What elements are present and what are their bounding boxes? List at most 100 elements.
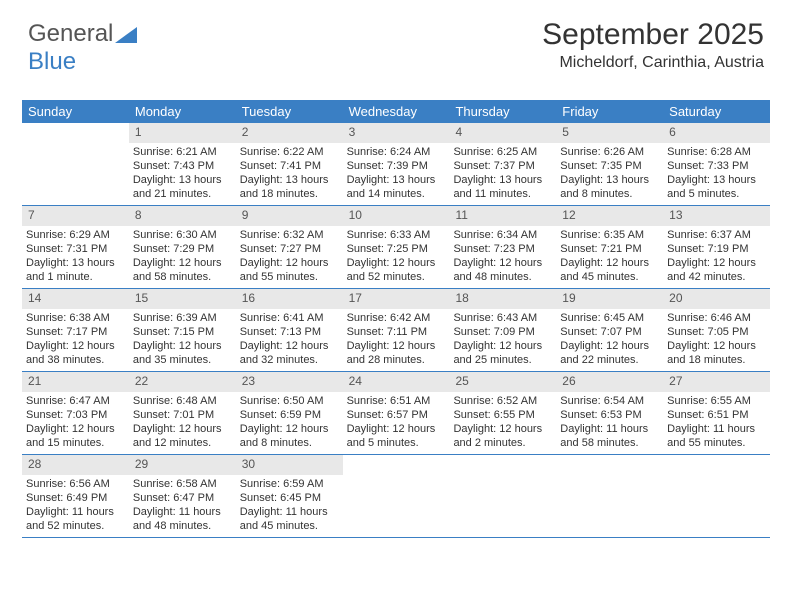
day-line-sunrise: Sunrise: 6:52 AM [453,394,552,408]
day-line-sunrise: Sunrise: 6:54 AM [560,394,659,408]
day-number: 20 [663,289,770,309]
day-line-sunrise: Sunrise: 6:37 AM [667,228,766,242]
day-line-sunset: Sunset: 7:43 PM [133,159,232,173]
day-cell: 25Sunrise: 6:52 AMSunset: 6:55 PMDayligh… [449,372,556,454]
day-line-day1: Daylight: 12 hours [133,339,232,353]
location-text: Micheldorf, Carinthia, Austria [542,54,764,72]
day-line-day1: Daylight: 13 hours [26,256,125,270]
day-content: Sunrise: 6:56 AMSunset: 6:49 PMDaylight:… [22,477,129,536]
day-number: 30 [236,455,343,475]
day-cell [22,123,129,205]
weekday-header-cell: Monday [129,100,236,123]
day-number: 28 [22,455,129,475]
day-line-sunrise: Sunrise: 6:29 AM [26,228,125,242]
day-cell: 26Sunrise: 6:54 AMSunset: 6:53 PMDayligh… [556,372,663,454]
day-cell: 27Sunrise: 6:55 AMSunset: 6:51 PMDayligh… [663,372,770,454]
day-cell: 15Sunrise: 6:39 AMSunset: 7:15 PMDayligh… [129,289,236,371]
day-content: Sunrise: 6:43 AMSunset: 7:09 PMDaylight:… [449,311,556,370]
day-number: 16 [236,289,343,309]
day-content: Sunrise: 6:22 AMSunset: 7:41 PMDaylight:… [236,145,343,204]
day-content: Sunrise: 6:58 AMSunset: 6:47 PMDaylight:… [129,477,236,536]
day-line-day2: and 18 minutes. [240,187,339,201]
day-line-day1: Daylight: 11 hours [240,505,339,519]
day-number: 3 [343,123,450,143]
day-content: Sunrise: 6:34 AMSunset: 7:23 PMDaylight:… [449,228,556,287]
logo-triangle-icon [115,27,137,43]
day-content: Sunrise: 6:48 AMSunset: 7:01 PMDaylight:… [129,394,236,453]
day-line-day1: Daylight: 12 hours [453,339,552,353]
day-cell: 14Sunrise: 6:38 AMSunset: 7:17 PMDayligh… [22,289,129,371]
weekday-header-cell: Saturday [663,100,770,123]
day-cell: 18Sunrise: 6:43 AMSunset: 7:09 PMDayligh… [449,289,556,371]
day-line-sunset: Sunset: 6:53 PM [560,408,659,422]
day-cell: 13Sunrise: 6:37 AMSunset: 7:19 PMDayligh… [663,206,770,288]
week-row: 1Sunrise: 6:21 AMSunset: 7:43 PMDaylight… [22,123,770,206]
day-cell: 19Sunrise: 6:45 AMSunset: 7:07 PMDayligh… [556,289,663,371]
day-line-sunset: Sunset: 7:31 PM [26,242,125,256]
day-line-sunrise: Sunrise: 6:51 AM [347,394,446,408]
day-cell: 20Sunrise: 6:46 AMSunset: 7:05 PMDayligh… [663,289,770,371]
day-line-sunrise: Sunrise: 6:33 AM [347,228,446,242]
day-number: 18 [449,289,556,309]
day-line-day2: and 18 minutes. [667,353,766,367]
day-line-day2: and 11 minutes. [453,187,552,201]
day-line-sunrise: Sunrise: 6:55 AM [667,394,766,408]
day-line-sunrise: Sunrise: 6:21 AM [133,145,232,159]
day-line-day2: and 48 minutes. [133,519,232,533]
day-line-day2: and 22 minutes. [560,353,659,367]
day-line-day2: and 42 minutes. [667,270,766,284]
day-line-sunrise: Sunrise: 6:59 AM [240,477,339,491]
day-line-day2: and 58 minutes. [560,436,659,450]
day-number: 1 [129,123,236,143]
day-content: Sunrise: 6:39 AMSunset: 7:15 PMDaylight:… [129,311,236,370]
day-number: 8 [129,206,236,226]
day-number: 13 [663,206,770,226]
day-line-sunrise: Sunrise: 6:58 AM [133,477,232,491]
day-number: 27 [663,372,770,392]
day-line-sunset: Sunset: 7:03 PM [26,408,125,422]
day-line-day1: Daylight: 13 hours [560,173,659,187]
day-number: 4 [449,123,556,143]
day-line-sunset: Sunset: 7:01 PM [133,408,232,422]
day-cell: 21Sunrise: 6:47 AMSunset: 7:03 PMDayligh… [22,372,129,454]
weekday-header-cell: Friday [556,100,663,123]
day-line-sunrise: Sunrise: 6:38 AM [26,311,125,325]
day-number: 9 [236,206,343,226]
day-cell: 23Sunrise: 6:50 AMSunset: 6:59 PMDayligh… [236,372,343,454]
brand-part2: Blue [28,48,76,75]
day-line-sunrise: Sunrise: 6:45 AM [560,311,659,325]
day-line-sunrise: Sunrise: 6:26 AM [560,145,659,159]
day-line-sunset: Sunset: 7:09 PM [453,325,552,339]
day-content: Sunrise: 6:41 AMSunset: 7:13 PMDaylight:… [236,311,343,370]
day-line-sunrise: Sunrise: 6:34 AM [453,228,552,242]
day-line-sunset: Sunset: 7:35 PM [560,159,659,173]
day-line-sunrise: Sunrise: 6:50 AM [240,394,339,408]
day-cell: 29Sunrise: 6:58 AMSunset: 6:47 PMDayligh… [129,455,236,537]
day-content: Sunrise: 6:21 AMSunset: 7:43 PMDaylight:… [129,145,236,204]
day-line-day2: and 28 minutes. [347,353,446,367]
day-line-day1: Daylight: 12 hours [347,422,446,436]
day-line-day1: Daylight: 12 hours [26,339,125,353]
day-line-sunset: Sunset: 7:29 PM [133,242,232,256]
day-line-day1: Daylight: 12 hours [453,256,552,270]
day-number: 25 [449,372,556,392]
day-line-day1: Daylight: 13 hours [133,173,232,187]
day-line-sunset: Sunset: 6:57 PM [347,408,446,422]
day-cell: 9Sunrise: 6:32 AMSunset: 7:27 PMDaylight… [236,206,343,288]
day-cell: 5Sunrise: 6:26 AMSunset: 7:35 PMDaylight… [556,123,663,205]
day-line-day1: Daylight: 11 hours [667,422,766,436]
day-cell: 6Sunrise: 6:28 AMSunset: 7:33 PMDaylight… [663,123,770,205]
day-cell: 30Sunrise: 6:59 AMSunset: 6:45 PMDayligh… [236,455,343,537]
day-line-day2: and 55 minutes. [667,436,766,450]
day-number: 2 [236,123,343,143]
day-cell [663,455,770,537]
day-line-day2: and 25 minutes. [453,353,552,367]
day-line-day1: Daylight: 12 hours [667,256,766,270]
day-cell: 7Sunrise: 6:29 AMSunset: 7:31 PMDaylight… [22,206,129,288]
day-line-day2: and 48 minutes. [453,270,552,284]
day-line-sunrise: Sunrise: 6:32 AM [240,228,339,242]
day-content: Sunrise: 6:45 AMSunset: 7:07 PMDaylight:… [556,311,663,370]
day-line-day1: Daylight: 12 hours [560,256,659,270]
day-line-sunset: Sunset: 6:47 PM [133,491,232,505]
day-line-sunset: Sunset: 7:21 PM [560,242,659,256]
